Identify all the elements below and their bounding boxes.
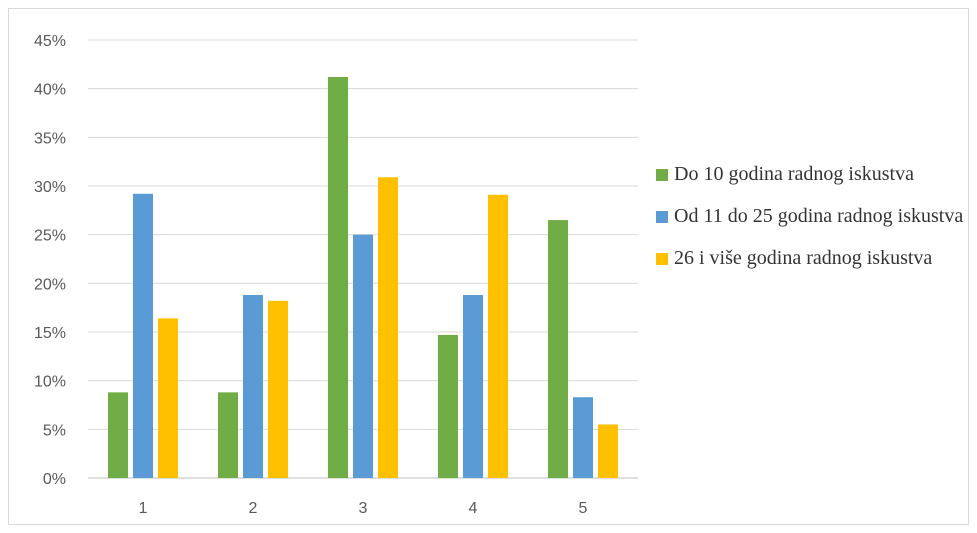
legend-swatch-series-2 [656,211,668,223]
bar-series-3-cat-1 [158,318,178,478]
bar-series-2-cat-3 [353,234,373,478]
bar-series-1-cat-1 [108,392,128,478]
legend-label-series-1: Do 10 godina radnog iskustva [674,163,914,185]
bar-series-1-cat-2 [218,392,238,478]
bar-series-1-cat-3 [328,76,348,478]
bar-series-3-cat-3 [378,177,398,479]
y-tick-label: 45% [34,33,66,50]
x-tick-label: 4 [469,500,478,517]
legend-item-series-3: 26 i više godina radnog iskustva [652,246,970,270]
x-tick-label: 3 [359,500,368,517]
y-tick-label: 30% [34,179,66,196]
y-tick-label: 25% [34,228,66,245]
legend-swatch-series-3 [656,253,668,265]
bar-series-2-cat-1 [133,193,153,478]
y-tick-label: 0% [43,471,66,488]
y-tick-label: 35% [34,130,66,147]
legend: Do 10 godina radnog iskustva Od 11 do 25… [652,162,970,288]
legend-item-series-2: Od 11 do 25 godina radnog iskustva [652,204,970,228]
y-tick-label: 10% [34,374,66,391]
bar-series-2-cat-5 [573,397,593,478]
bar-series-3-cat-2 [268,300,288,478]
legend-label-series-2: Od 11 do 25 godina radnog iskustva [674,205,964,227]
bar-series-3-cat-5 [598,424,618,478]
x-tick-label: 1 [139,500,148,517]
bar-series-3-cat-4 [488,194,508,478]
legend-item-series-1: Do 10 godina radnog iskustva [652,162,970,186]
x-tick-label: 2 [249,500,258,517]
legend-label-series-3: 26 i više godina radnog iskustva [674,247,933,269]
bar-series-1-cat-5 [548,220,568,479]
legend-swatch-series-1 [656,169,668,181]
y-tick-label: 20% [34,276,66,293]
y-tick-label: 40% [34,82,66,99]
x-tick-label: 5 [579,500,588,517]
bar-series-1-cat-4 [438,334,458,478]
y-tick-label: 5% [43,422,66,439]
y-tick-label: 15% [34,325,66,342]
bar-series-2-cat-4 [463,295,483,478]
bar-series-2-cat-2 [243,295,263,478]
